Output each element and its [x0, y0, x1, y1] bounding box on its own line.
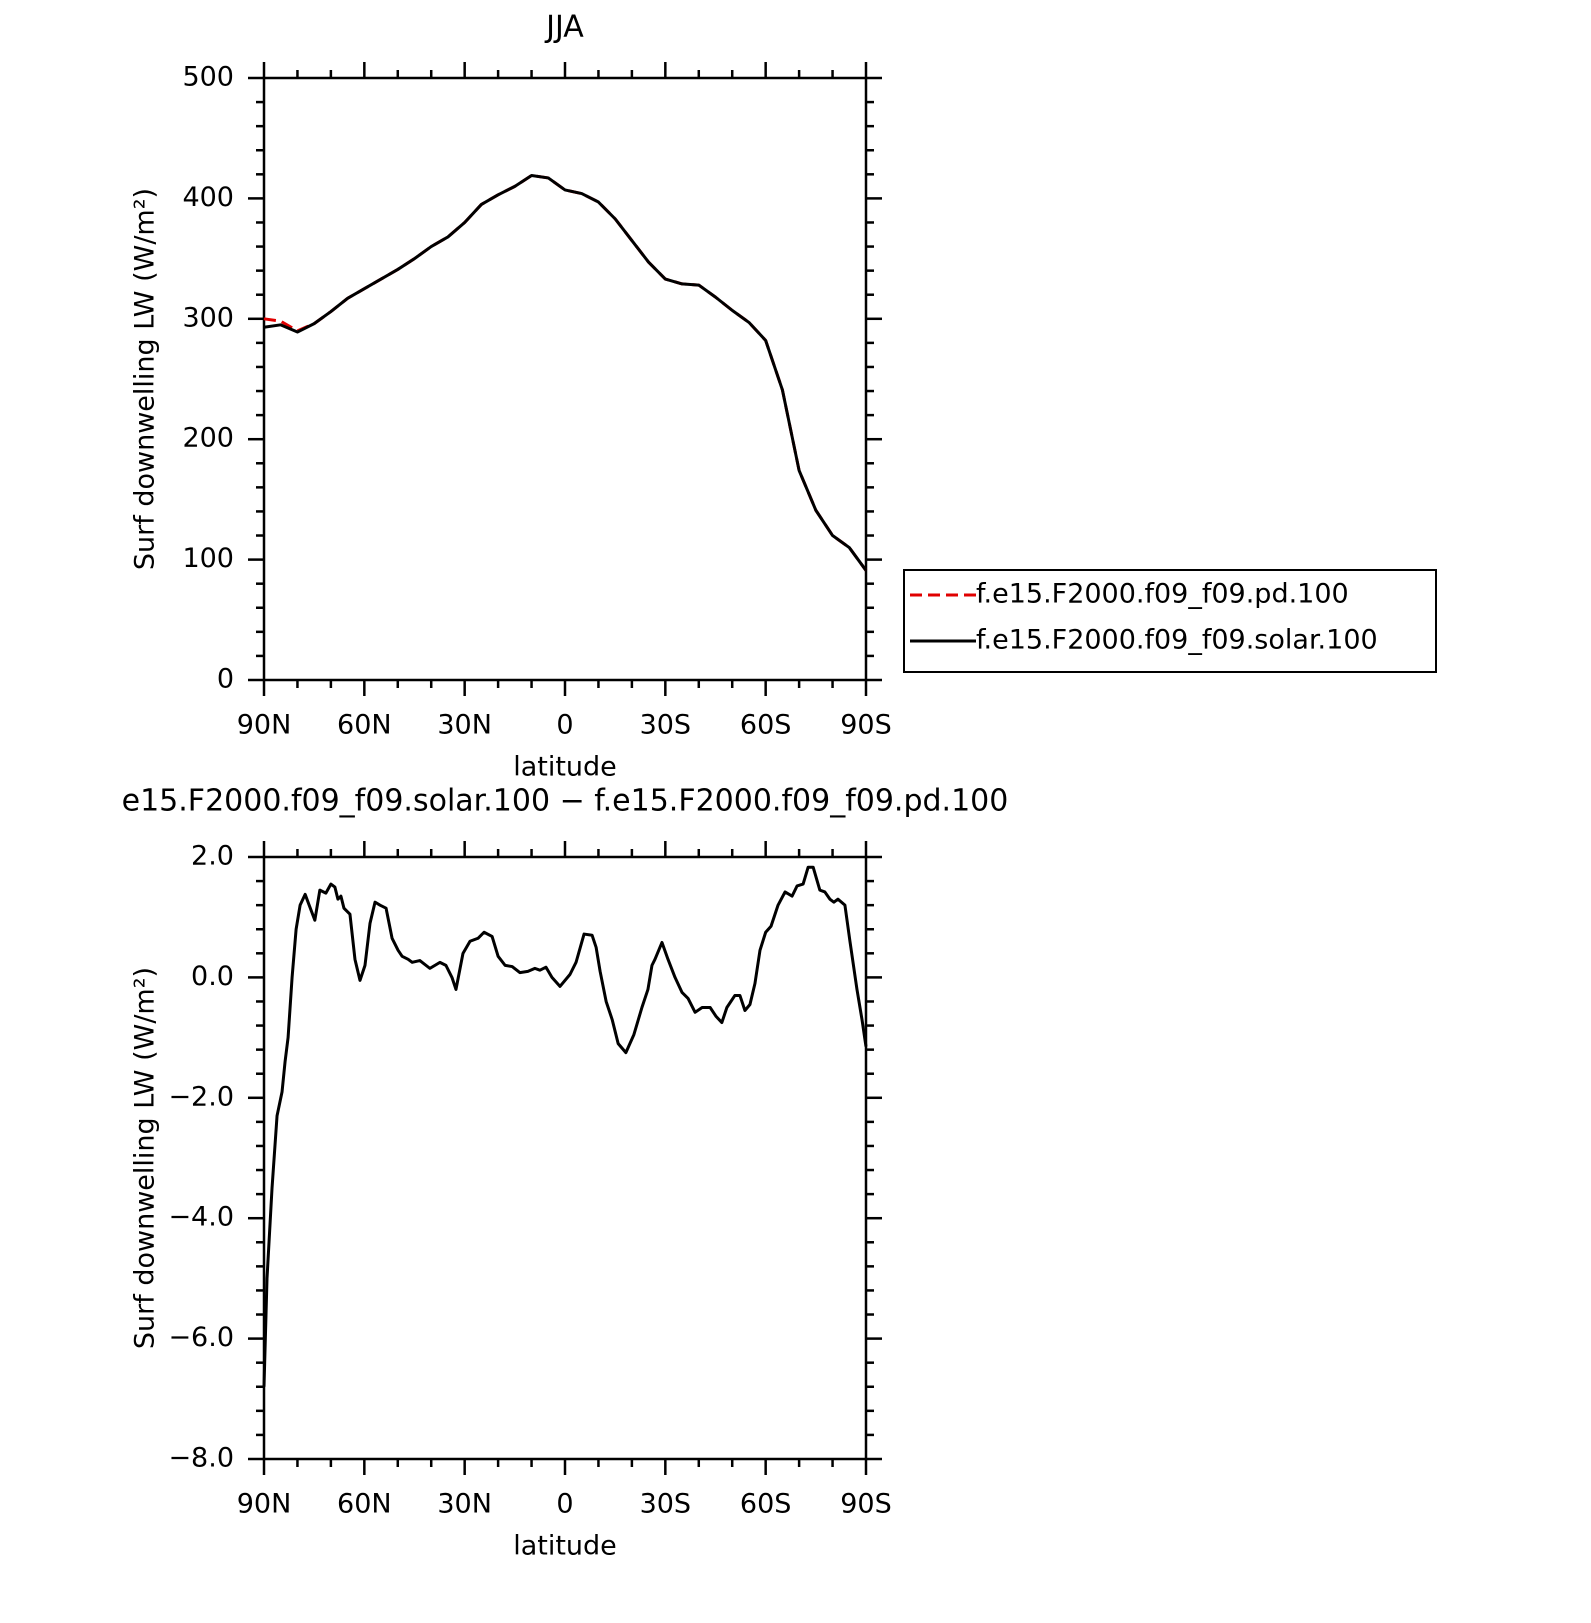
x-tick-label: 30N — [437, 1489, 492, 1520]
chart-title: e15.F2000.f09_f09.solar.100 − f.e15.F200… — [122, 784, 1009, 819]
y-tick-label: 300 — [182, 302, 234, 333]
y-tick-label: 2.0 — [191, 841, 234, 872]
y-axis-label: Surf downwelling LW (W/m²) — [130, 188, 161, 570]
x-tick-label: 60S — [740, 1489, 792, 1520]
y-tick-label: 400 — [182, 182, 234, 213]
x-tick-label: 60S — [740, 710, 792, 741]
y-tick-label: 0.0 — [191, 961, 234, 992]
x-tick-label: 30S — [640, 710, 692, 741]
plot-frame — [262, 76, 868, 682]
x-tick-label: 90N — [237, 710, 292, 741]
x-tick-label: 30N — [437, 710, 492, 741]
y-tick-label: 500 — [182, 62, 234, 93]
plot-frame — [262, 855, 868, 1461]
y-tick-label: 0 — [217, 664, 234, 695]
y-tick-label: −4.0 — [168, 1202, 234, 1233]
x-axis-label: latitude — [513, 752, 617, 783]
y-tick-label: −2.0 — [168, 1081, 234, 1112]
data-line — [263, 174, 868, 572]
x-tick-label: 90S — [840, 710, 892, 741]
x-tick-label: 90N — [237, 1489, 292, 1520]
legend-box — [903, 569, 1437, 673]
chart-title: JJA — [544, 10, 584, 45]
legend-label: f.e15.F2000.f09_f09.pd.100 — [976, 579, 1349, 610]
x-axis-label: latitude — [513, 1531, 617, 1562]
x-tick-label: 90S — [840, 1489, 892, 1520]
x-tick-label: 60N — [337, 710, 392, 741]
y-tick-label: 200 — [182, 423, 234, 454]
y-axis-label: Surf downwelling LW (W/m²) — [130, 967, 161, 1349]
x-tick-label: 0 — [556, 1489, 573, 1520]
y-tick-label: −6.0 — [168, 1322, 234, 1353]
x-tick-label: 60N — [337, 1489, 392, 1520]
x-tick-label: 0 — [556, 710, 573, 741]
y-tick-label: −8.0 — [168, 1443, 234, 1474]
y-tick-label: 100 — [182, 543, 234, 574]
x-tick-label: 30S — [640, 1489, 692, 1520]
data-line — [262, 865, 868, 1387]
legend-label: f.e15.F2000.f09_f09.solar.100 — [976, 625, 1378, 656]
